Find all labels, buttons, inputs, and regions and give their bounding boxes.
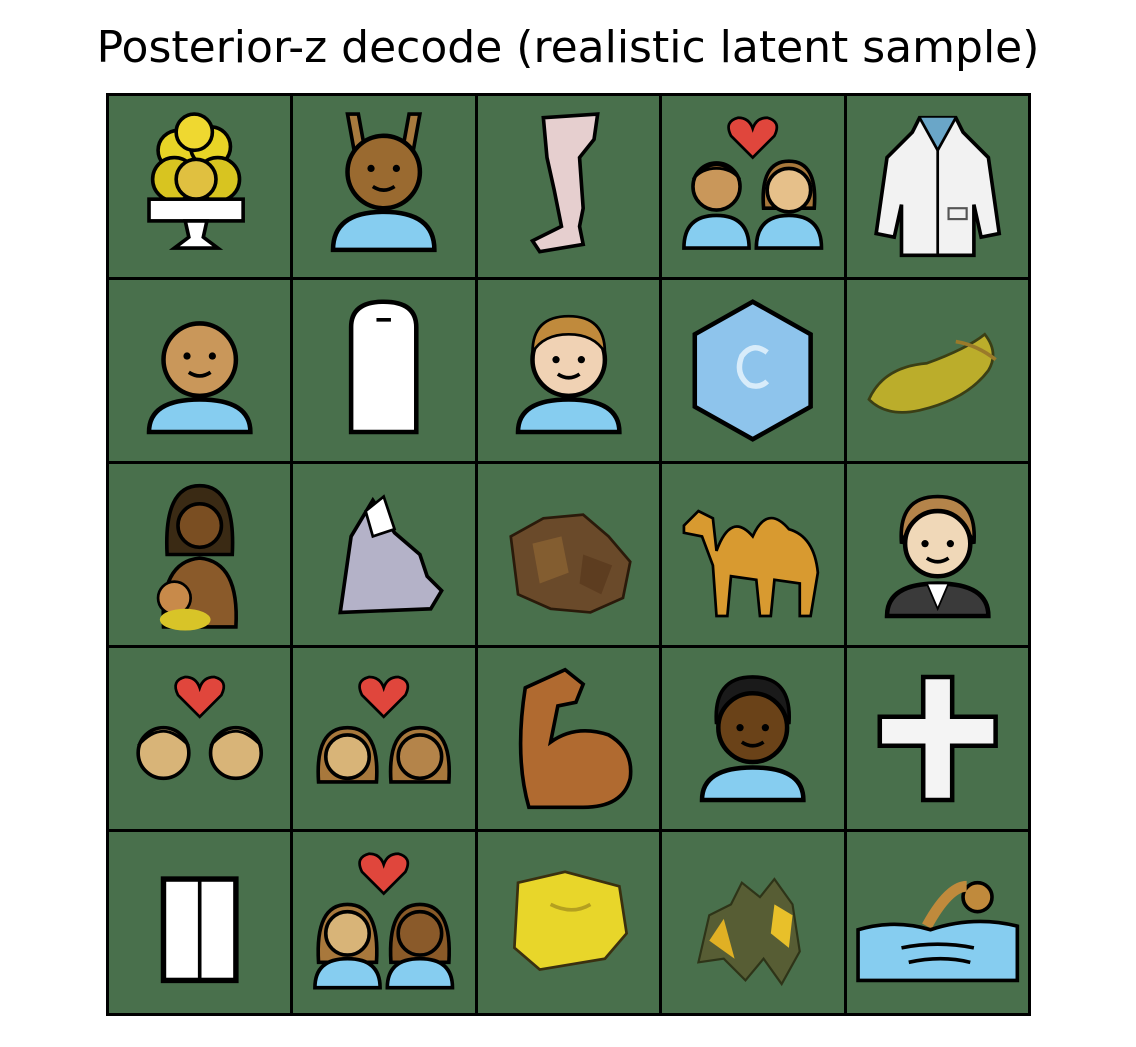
person-swimming-icon bbox=[855, 880, 1019, 983]
white-door-icon bbox=[160, 876, 239, 984]
person-raised-arms-icon bbox=[331, 112, 438, 253]
grid-cell-couple-with-heart-heads bbox=[109, 648, 291, 829]
flexed-biceps-icon bbox=[518, 667, 633, 810]
grid-cell-yellow-leaf bbox=[846, 280, 1028, 461]
grid-cell-yellow-splotch bbox=[662, 832, 844, 1013]
grid-cell-ice-cream-sundae bbox=[109, 96, 291, 277]
grid-cell-white-cross bbox=[846, 648, 1028, 829]
grid-cell-person-dark-skin bbox=[662, 648, 844, 829]
grid-cell-person-swimming bbox=[846, 832, 1028, 1013]
grid-cell-couple-with-heart-women-busts bbox=[293, 832, 475, 1013]
grid-cell-woman-holding-baby bbox=[109, 464, 291, 645]
lab-coat-icon bbox=[873, 115, 1001, 258]
ice-cream-sundae-icon bbox=[147, 112, 245, 250]
image-grid bbox=[106, 93, 1031, 1016]
grid-cell-man-in-suit bbox=[846, 464, 1028, 645]
person-dark-skin-icon bbox=[699, 675, 806, 803]
grid-cell-flexed-biceps bbox=[477, 648, 660, 829]
grid-cell-grey-rock bbox=[293, 464, 475, 645]
grid-cell-white-door bbox=[109, 832, 291, 1013]
blue-hexagon-icon bbox=[692, 299, 814, 442]
yellow-splotch-icon bbox=[697, 877, 802, 987]
grid-cell-person-raised-arms bbox=[293, 96, 475, 277]
couple-with-heart-heads-icon bbox=[136, 675, 264, 781]
brown-blob-icon bbox=[509, 513, 632, 614]
grid-cell-lab-coat bbox=[846, 96, 1028, 277]
couple-with-heart-women-icon bbox=[316, 675, 452, 784]
grid-cell-blue-hexagon bbox=[662, 280, 844, 461]
figure-title: Posterior-z decode (realistic latent sam… bbox=[96, 22, 1040, 73]
grid-cell-couple-with-heart bbox=[662, 96, 844, 277]
white-tombstone-icon bbox=[349, 299, 419, 435]
leg-icon bbox=[529, 112, 600, 254]
grid-cell-white-tombstone bbox=[293, 280, 475, 461]
yellow-blob-icon bbox=[512, 870, 628, 972]
grid-cell-person-bust-light bbox=[477, 280, 660, 461]
couple-with-heart-women-busts-icon bbox=[313, 852, 455, 990]
grid-cell-person-bust bbox=[109, 280, 291, 461]
yellow-leaf-icon bbox=[866, 332, 997, 414]
camel-icon bbox=[682, 509, 820, 618]
grid-cell-brown-blob bbox=[477, 464, 660, 645]
grid-cell-couple-with-heart-women bbox=[293, 648, 475, 829]
person-bust-light-icon bbox=[515, 314, 622, 435]
grid-cell-leg bbox=[477, 96, 660, 277]
white-cross-icon bbox=[877, 674, 998, 803]
couple-with-heart-icon bbox=[682, 116, 824, 250]
man-in-suit-icon bbox=[884, 494, 991, 619]
person-bust-icon bbox=[146, 321, 253, 435]
grey-rock-icon bbox=[338, 494, 445, 615]
woman-holding-baby-icon bbox=[156, 483, 238, 631]
grid-cell-yellow-blob bbox=[477, 832, 660, 1013]
grid-cell-camel bbox=[662, 464, 844, 645]
